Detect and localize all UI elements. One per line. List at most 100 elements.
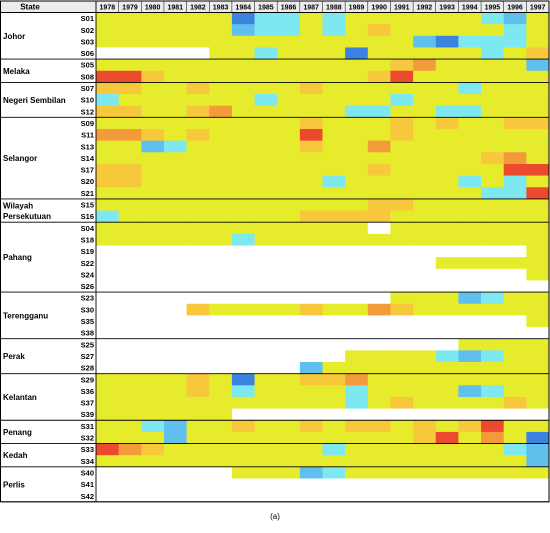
cell-S12-1978 <box>96 105 119 118</box>
state-label-perak: Perak <box>3 352 25 361</box>
cell-S29-1997 <box>526 373 550 386</box>
cell-S41-1978 <box>96 478 119 491</box>
cell-S11-1980 <box>141 129 165 141</box>
cell-S09-1988 <box>322 117 346 130</box>
year-label-1990: 1990 <box>371 5 387 12</box>
cell-S01-1991 <box>390 12 414 25</box>
cell-S02-1991 <box>390 24 414 37</box>
cell-S25-1987 <box>299 338 323 351</box>
cell-S08-1985 <box>254 70 278 83</box>
cell-S26-1983 <box>209 280 233 293</box>
cell-S36-1985 <box>254 385 278 398</box>
cell-S13-1981 <box>163 140 187 153</box>
cell-S24-1986 <box>277 268 301 281</box>
cell-S05-1988 <box>322 59 346 72</box>
cell-S13-1993 <box>435 140 459 153</box>
cell-S30-1984 <box>231 303 255 316</box>
cell-S40-1988 <box>322 466 346 479</box>
cell-S32-1995 <box>481 431 505 444</box>
cell-S19-1984 <box>231 245 255 258</box>
cell-S18-1996 <box>503 233 527 246</box>
cell-S20-1978 <box>96 175 119 188</box>
cell-S10-1981 <box>163 94 187 107</box>
cell-S08-1986 <box>277 70 301 83</box>
cell-S31-1995 <box>481 420 505 433</box>
cell-S39-1981 <box>163 408 187 421</box>
cell-S09-1989 <box>345 117 369 130</box>
cell-S36-1992 <box>413 385 437 398</box>
cell-S34-1989 <box>345 455 369 468</box>
cell-S37-1991 <box>390 396 414 409</box>
cell-S36-1979 <box>118 385 142 398</box>
cell-S01-1984 <box>231 12 255 25</box>
cell-S20-1986 <box>277 175 301 188</box>
cell-S19-1991 <box>390 245 414 258</box>
cell-S09-1984 <box>231 117 255 130</box>
cell-S02-1989 <box>345 24 369 37</box>
cell-S09-1983 <box>209 117 233 130</box>
cell-S09-1991 <box>390 117 414 130</box>
cell-S28-1980 <box>141 362 165 374</box>
cell-S42-1994 <box>458 490 482 503</box>
cell-S31-1984 <box>231 420 255 433</box>
cell-S30-1995 <box>481 303 505 316</box>
cell-S36-1994 <box>458 385 482 398</box>
cell-S30-1982 <box>186 303 210 316</box>
cell-S14-1982 <box>186 152 210 165</box>
state-label-terengganu: Terengganu <box>3 311 48 320</box>
cell-S25-1995 <box>481 338 505 351</box>
cell-S18-1991 <box>390 233 414 246</box>
cell-S37-1987 <box>299 396 323 409</box>
cell-S28-1986 <box>277 362 301 374</box>
station-label-S07: S07 <box>81 84 94 93</box>
station-label-S16: S16 <box>81 212 94 221</box>
cell-S04-1994 <box>458 222 482 235</box>
station-label-S36: S36 <box>81 387 94 396</box>
cell-S29-1985 <box>254 373 278 386</box>
cell-S22-1985 <box>254 257 278 270</box>
cell-S04-1985 <box>254 222 278 235</box>
cell-S11-1996 <box>503 129 527 141</box>
cell-S16-1990 <box>367 210 391 223</box>
cell-S02-1995 <box>481 24 505 37</box>
cell-S27-1996 <box>503 350 527 363</box>
cell-S20-1990 <box>367 175 391 188</box>
cell-S41-1996 <box>503 478 527 491</box>
cell-S11-1993 <box>435 129 459 141</box>
station-label-S40: S40 <box>81 468 94 477</box>
cell-S06-1995 <box>481 47 505 60</box>
cell-S08-1993 <box>435 70 459 83</box>
cell-S37-1978 <box>96 396 119 409</box>
cell-S34-1994 <box>458 455 482 468</box>
cell-S20-1982 <box>186 175 210 188</box>
cell-S32-1997 <box>526 431 550 444</box>
cell-S11-1994 <box>458 129 482 141</box>
station-label-S32: S32 <box>81 434 94 443</box>
cell-S07-1989 <box>345 82 369 95</box>
cell-S26-1990 <box>367 280 391 293</box>
cell-S12-1997 <box>526 105 550 118</box>
cell-S15-1981 <box>163 198 187 211</box>
year-label-1995: 1995 <box>485 5 501 12</box>
year-label-1989: 1989 <box>349 5 365 12</box>
cell-S39-1989 <box>345 408 369 421</box>
station-label-S23: S23 <box>81 294 94 303</box>
cell-S18-1979 <box>118 233 142 246</box>
cell-S23-1987 <box>299 292 323 305</box>
cell-S29-1990 <box>367 373 391 386</box>
cell-S37-1992 <box>413 396 437 409</box>
cell-S16-1986 <box>277 210 301 223</box>
cell-S25-1985 <box>254 338 278 351</box>
cell-S25-1994 <box>458 338 482 351</box>
cell-S31-1991 <box>390 420 414 433</box>
cell-S22-1989 <box>345 257 369 270</box>
cell-S16-1994 <box>458 210 482 223</box>
cell-S04-1982 <box>186 222 210 235</box>
cell-S22-1988 <box>322 257 346 270</box>
cell-S29-1981 <box>163 373 187 386</box>
cell-S09-1997 <box>526 117 550 130</box>
cell-S15-1984 <box>231 198 255 211</box>
cell-S15-1993 <box>435 198 459 211</box>
cell-S41-1997 <box>526 478 550 491</box>
cell-S09-1987 <box>299 117 323 130</box>
